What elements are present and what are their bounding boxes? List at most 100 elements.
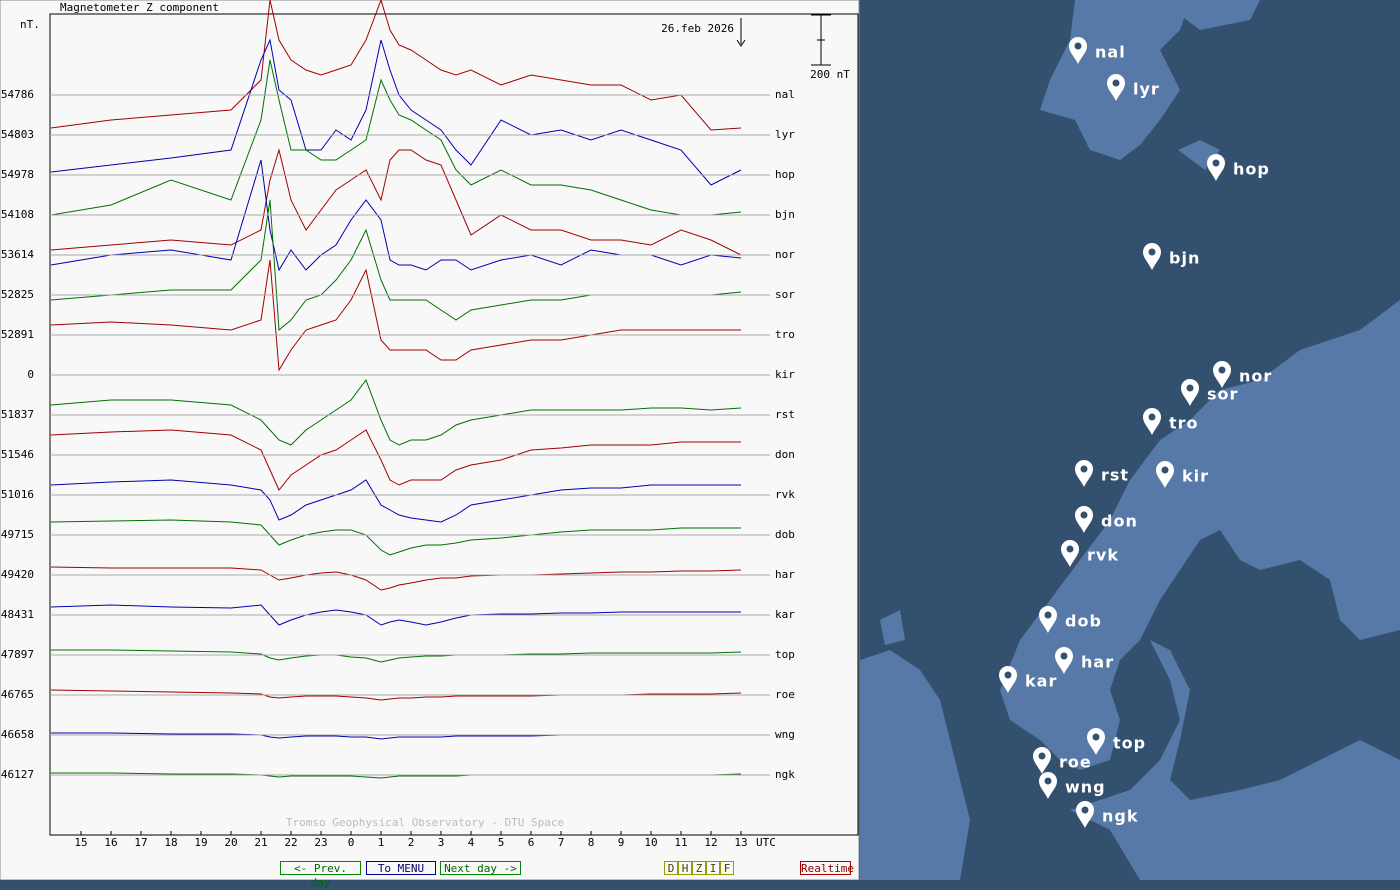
magnetogram: Magnetometer Z component nT. 26.feb 2026… (0, 0, 860, 880)
plot-frame (49, 13, 859, 836)
station-label: rvk (775, 488, 795, 501)
pin-dot (1038, 752, 1046, 760)
trace (50, 378, 742, 446)
station-marker-label: sor (1207, 385, 1238, 404)
trace (50, 604, 741, 626)
baseline-label: 54978 (1, 168, 34, 181)
pin (1069, 37, 1087, 64)
date-arrow-head (736, 39, 746, 47)
baseline-label: 0 (27, 368, 34, 381)
station-marker-label: bjn (1169, 249, 1200, 268)
pin (1055, 647, 1073, 674)
pin (1039, 772, 1057, 799)
station-label: hop (775, 168, 795, 181)
pin-dot (1161, 466, 1169, 474)
pin-dot (1074, 42, 1082, 50)
menu-button[interactable]: To MENU (366, 861, 436, 875)
pin-dot (1044, 611, 1052, 619)
station-marker-label: dob (1065, 612, 1102, 631)
baseline-label: 51016 (1, 488, 34, 501)
baseline-label: 46765 (1, 688, 34, 701)
station-label: rst (775, 408, 795, 421)
component-button[interactable]: H (678, 861, 692, 875)
scale-label: 200 nT (810, 68, 850, 81)
pin (1143, 243, 1161, 270)
baseline-label: 47897 (1, 648, 34, 661)
title: Magnetometer Z component (60, 1, 219, 14)
x-unit: UTC (756, 836, 776, 849)
station-marker-label: kir (1182, 467, 1209, 486)
baseline-label: 54803 (1, 128, 34, 141)
trace (50, 519, 741, 556)
x-tick-label: 9 (618, 836, 625, 849)
x-tick-label: 12 (704, 836, 717, 849)
x-tick-label: 8 (588, 836, 595, 849)
x-tick-label: 15 (74, 836, 87, 849)
realtime-button[interactable]: Realtime (800, 861, 854, 875)
component-button[interactable]: I (706, 861, 720, 875)
pin-dot (1092, 733, 1100, 741)
pin (1143, 408, 1161, 435)
pin (1207, 154, 1225, 181)
station-label: nal (775, 88, 795, 101)
x-tick-label: 19 (194, 836, 207, 849)
x-tick-label: 7 (558, 836, 565, 849)
baseline-label: 54786 (1, 88, 34, 101)
x-tick-label: 1 (378, 836, 385, 849)
station-label: dob (775, 528, 795, 541)
trace (50, 479, 741, 523)
pin-dot (1081, 806, 1089, 814)
station-marker-label: top (1113, 734, 1146, 753)
trace (50, 429, 741, 491)
x-tick-label: 13 (734, 836, 747, 849)
pin-dot (1060, 652, 1068, 660)
pin (1061, 540, 1079, 567)
pin (999, 666, 1017, 693)
x-tick-label: 5 (498, 836, 505, 849)
next-day-button[interactable]: Next day -> (440, 861, 521, 875)
station-label: roe (775, 688, 795, 701)
baseline-label: 46658 (1, 728, 34, 741)
pin (1087, 728, 1105, 755)
baseline-label: 46127 (1, 768, 34, 781)
station-marker-label: roe (1059, 753, 1092, 772)
baseline-label: 49420 (1, 568, 34, 581)
trace (51, 649, 742, 663)
x-tick-label: 3 (438, 836, 445, 849)
x-tick-label: 22 (284, 836, 297, 849)
component-button[interactable]: Z (692, 861, 706, 875)
station-marker-label: kar (1025, 672, 1057, 691)
station-marker-label: tro (1169, 414, 1199, 433)
station-marker-label: nor (1239, 367, 1272, 386)
station-marker-label: ngk (1102, 807, 1138, 826)
component-button[interactable]: F (720, 861, 734, 875)
x-tick-label: 0 (348, 836, 355, 849)
pin-dot (1148, 248, 1156, 256)
pin (1075, 460, 1093, 487)
pin-dot (1066, 545, 1074, 553)
pin (1075, 506, 1093, 533)
component-button[interactable]: D (664, 861, 678, 875)
baseline-label: 53614 (1, 248, 34, 261)
station-label: kir (775, 368, 795, 381)
x-tick-label: 2 (408, 836, 415, 849)
pin (1213, 361, 1231, 388)
x-tick-label: 6 (528, 836, 535, 849)
pin-dot (1218, 366, 1226, 374)
station-label: top (775, 648, 795, 661)
x-tick-label: 21 (254, 836, 267, 849)
pin-dot (1212, 159, 1220, 167)
station-label: sor (775, 288, 795, 301)
station-marker-label: rst (1101, 466, 1129, 485)
pin-dot (1004, 671, 1012, 679)
prev-day-button[interactable]: <- Prev. day (280, 861, 361, 889)
x-tick-label: 10 (644, 836, 657, 849)
x-tick-label: 11 (674, 836, 687, 849)
station-label: har (775, 568, 795, 581)
station-label: lyr (775, 128, 795, 141)
pin (1107, 74, 1125, 101)
trace (50, 59, 742, 216)
